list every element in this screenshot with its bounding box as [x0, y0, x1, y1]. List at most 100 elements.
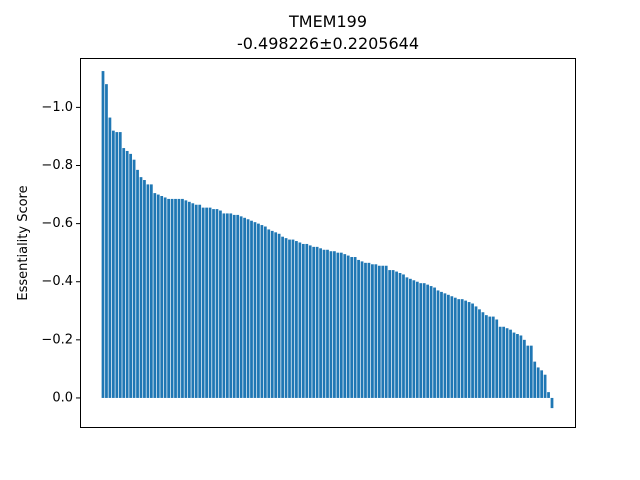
bar: [512, 332, 516, 398]
bar: [225, 213, 229, 398]
bar: [295, 241, 298, 398]
bar: [329, 251, 333, 398]
bar: [153, 193, 157, 398]
bar: [219, 210, 222, 398]
bar: [160, 196, 164, 398]
bar: [474, 306, 478, 398]
y-tick-label: −0.4: [41, 274, 73, 289]
bar: [122, 148, 126, 398]
bars-group: [101, 71, 554, 409]
bar: [491, 316, 495, 398]
bar: [384, 265, 388, 398]
bar: [301, 243, 305, 398]
bar: [163, 197, 167, 398]
bar: [374, 264, 378, 398]
bar: [201, 207, 205, 398]
bar: [246, 219, 250, 398]
bar: [191, 203, 195, 398]
bar: [243, 217, 246, 398]
bar: [488, 316, 492, 398]
bar: [284, 238, 288, 398]
y-tick-label: −0.6: [41, 216, 73, 231]
bar: [415, 281, 419, 398]
bar: [257, 223, 260, 398]
bar: [367, 262, 371, 398]
bar: [471, 303, 474, 398]
bar: [149, 184, 153, 398]
bar: [298, 242, 302, 398]
bar: [409, 278, 412, 398]
bar: [426, 284, 430, 398]
bar: [305, 243, 309, 398]
bar: [464, 300, 468, 398]
bar: [118, 132, 122, 398]
bar: [111, 130, 115, 398]
bar: [146, 184, 150, 398]
bar: [250, 220, 253, 398]
bar: [274, 232, 278, 398]
bar: [236, 214, 240, 398]
bar: [205, 207, 208, 398]
bar: [143, 180, 146, 398]
bar: [429, 286, 433, 398]
bar: [108, 117, 112, 398]
bar: [308, 245, 312, 398]
bar: [281, 236, 284, 398]
bar: [498, 326, 502, 398]
bar: [232, 214, 236, 398]
bar: [419, 283, 423, 398]
bar: [377, 265, 381, 398]
bar: [129, 153, 133, 398]
bar: [391, 270, 395, 398]
bar: [481, 312, 485, 398]
bar: [457, 299, 461, 398]
bar: [543, 374, 547, 398]
bar: [495, 319, 499, 398]
bar: [270, 230, 274, 398]
bar: [433, 287, 436, 398]
y-tick-label: −0.2: [41, 332, 73, 347]
bar: [485, 315, 488, 398]
bar: [194, 204, 198, 398]
bar: [533, 361, 537, 398]
bar: [260, 225, 264, 398]
bar: [450, 296, 454, 398]
bar: [436, 290, 440, 398]
bar: [412, 280, 416, 398]
bar: [170, 198, 174, 398]
bar: [443, 293, 447, 398]
bar: [215, 209, 219, 398]
bar: [132, 159, 136, 398]
bar: [322, 249, 326, 398]
bar: [277, 233, 281, 398]
bar: [167, 198, 170, 398]
bar: [453, 297, 457, 398]
bar: [326, 249, 329, 398]
plot-area-frame: [80, 58, 576, 428]
bar: [229, 213, 233, 398]
bar: [253, 222, 257, 398]
bar: [478, 309, 481, 398]
y-tick-label: −0.8: [41, 158, 73, 173]
bar: [440, 291, 443, 398]
bar: [350, 257, 354, 398]
bar: [187, 201, 191, 398]
bar: [460, 299, 464, 398]
bar: [105, 84, 108, 398]
bar: [343, 254, 347, 398]
bar: [398, 273, 402, 398]
bar: [198, 204, 202, 398]
bar: [381, 265, 385, 398]
bar: [239, 216, 243, 398]
bar: [125, 150, 129, 398]
bar: [177, 198, 181, 398]
bar: [467, 302, 471, 398]
bar: [315, 246, 319, 398]
bar: [208, 207, 212, 398]
bar: [222, 213, 226, 398]
bar: [505, 328, 509, 398]
y-axis: 0.0 −0.2 −0.4 −0.6 −0.8 −1.0: [41, 100, 80, 405]
y-tick-label: 0.0: [52, 390, 73, 405]
